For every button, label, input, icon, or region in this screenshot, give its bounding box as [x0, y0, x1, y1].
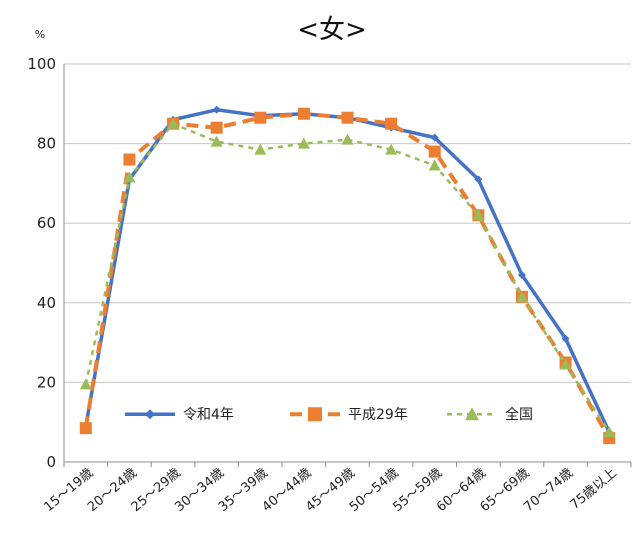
y-tick-label: 20	[37, 373, 56, 391]
data-point	[79, 422, 92, 435]
y-axis-unit: %	[35, 28, 45, 41]
data-point	[561, 334, 570, 343]
data-point	[341, 133, 354, 145]
data-point	[385, 117, 398, 130]
data-point	[79, 378, 92, 390]
data-point	[515, 290, 528, 302]
y-tick-label: 40	[37, 294, 56, 312]
legend: 令和4年 平成29年 全国	[125, 406, 533, 423]
legend-label: 全国	[505, 406, 533, 423]
data-point	[210, 121, 223, 134]
data-point	[465, 407, 479, 421]
data-point	[254, 143, 267, 155]
y-tick-label: 100	[27, 55, 56, 73]
y-tick-label: 80	[37, 135, 56, 153]
series-line	[84, 122, 611, 433]
series-1	[79, 107, 616, 445]
series-line	[84, 108, 611, 433]
x-tick-label: 70～74歳	[521, 466, 576, 515]
data-point	[341, 111, 354, 124]
data-point	[603, 426, 616, 438]
data-point	[297, 107, 310, 120]
data-point	[123, 153, 136, 166]
y-tick-label: 0	[46, 453, 56, 471]
series-group	[79, 105, 616, 445]
grid	[63, 63, 632, 467]
series-2	[79, 117, 616, 438]
data-point	[517, 270, 526, 279]
data-point	[145, 409, 155, 420]
legend-label: 平成29年	[348, 407, 408, 423]
data-point	[297, 137, 310, 149]
data-point	[430, 133, 439, 142]
data-point	[254, 111, 267, 124]
data-point	[167, 117, 180, 129]
chart-title: <女>	[297, 15, 367, 45]
data-point	[308, 407, 322, 422]
data-point	[559, 358, 572, 370]
data-point	[210, 135, 223, 147]
data-point	[385, 143, 398, 155]
data-point	[428, 145, 441, 158]
data-point	[472, 209, 485, 221]
data-point	[212, 105, 221, 114]
series-line	[83, 111, 611, 440]
x-tick-label: 75歳以上	[568, 466, 620, 513]
y-tick-label: 60	[37, 214, 56, 232]
data-point	[123, 171, 136, 183]
x-axis: 15～19歳20～24歳25～29歳30～34歳35～39歳40～44歳45～4…	[41, 466, 619, 515]
data-point	[428, 159, 441, 171]
legend-label: 令和4年	[183, 407, 234, 423]
series-0	[81, 105, 614, 437]
data-point	[474, 175, 483, 184]
y-axis: 0 20 40 60 80 100	[27, 55, 56, 471]
